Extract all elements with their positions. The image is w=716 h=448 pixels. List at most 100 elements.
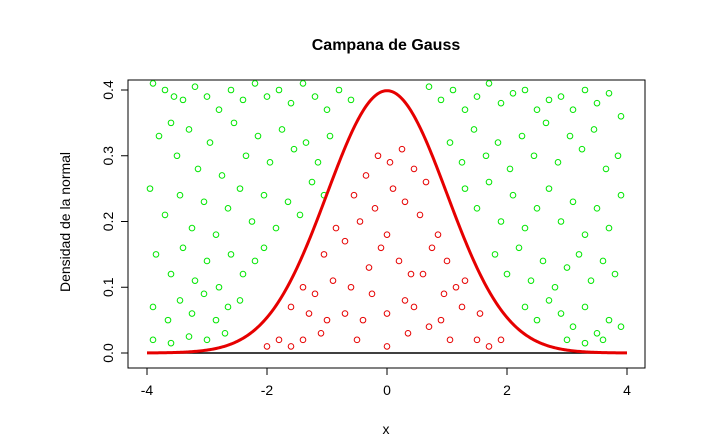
green-point [605,89,613,97]
green-point [254,132,262,140]
green-point [146,185,154,192]
red-point [389,185,397,192]
green-point [557,310,565,317]
green-point [551,283,559,291]
green-point [578,145,586,153]
green-point [617,323,625,331]
green-point [164,316,172,324]
green-point [239,96,247,104]
green-point [530,152,538,160]
red-point [365,264,373,271]
green-point [473,205,481,212]
red-point [497,336,505,344]
green-point [248,218,256,225]
red-point [332,224,340,232]
red-point [425,323,433,331]
green-point [494,139,502,146]
red-point [356,218,364,225]
green-point [491,251,499,258]
green-point [461,185,469,192]
green-point [485,178,493,186]
y-tick-label: 0.2 [100,212,116,232]
green-point [260,244,268,252]
red-point [275,336,283,344]
red-point [437,316,445,324]
green-point [284,198,292,206]
green-point [605,224,613,232]
green-point [149,303,157,311]
green-point [218,172,226,179]
red-point [395,257,403,265]
red-point [461,277,469,284]
green-point [299,80,307,87]
y-axis-label: Densidad de la normal [57,152,73,292]
green-point [227,251,235,258]
green-point [497,218,505,225]
green-point [593,329,601,337]
green-point [533,316,541,324]
plot-frame [127,79,646,369]
y-tick-label: 0.4 [100,80,116,100]
green-point [191,83,199,91]
green-point [188,310,196,317]
red-point [305,310,313,317]
red-point [347,283,355,291]
green-point [224,303,232,311]
green-point [221,329,229,337]
green-point [347,96,355,104]
green-point [185,126,193,133]
green-point [179,96,187,104]
green-point [503,270,511,278]
green-point [581,303,589,311]
green-point [599,257,607,265]
green-point [155,132,163,140]
x-axis: -4 -2 0 2 4 [141,367,631,398]
green-point [521,224,529,232]
red-point [299,336,307,344]
red-point [398,145,406,153]
green-point [236,297,244,304]
green-point [302,139,310,146]
green-point [275,86,283,94]
green-point [611,270,619,278]
green-point [554,159,562,166]
green-point [308,178,316,186]
green-point [185,333,193,340]
y-tick-label: 0.1 [100,277,116,297]
x-axis-label: x [383,421,390,437]
green-point [458,159,466,166]
y-axis: 0.0 0.1 0.2 0.3 0.4 [100,80,129,363]
green-point [176,191,184,199]
green-point [203,257,211,265]
green-point [314,159,322,166]
green-point [581,231,589,238]
green-point [482,152,490,160]
red-point [407,270,415,278]
red-point [446,336,454,344]
green-point [614,152,622,160]
green-point [461,106,469,114]
green-point [545,297,553,304]
green-point [617,191,625,199]
green-point [194,165,202,173]
red-point [311,290,319,298]
green-point [569,106,577,114]
green-point [545,96,553,104]
green-point [206,139,214,146]
green-point [506,165,514,173]
red-point [443,257,451,265]
red-point [323,316,331,324]
green-point [203,336,211,344]
green-point [161,86,169,94]
green-point [449,86,457,94]
green-point [533,106,541,114]
red-point [362,172,370,179]
green-point [200,290,208,298]
red-point [383,231,391,238]
green-point [323,106,331,114]
green-point [521,86,529,94]
red-point [440,290,448,298]
green-point [311,93,319,100]
red-point [299,283,307,291]
